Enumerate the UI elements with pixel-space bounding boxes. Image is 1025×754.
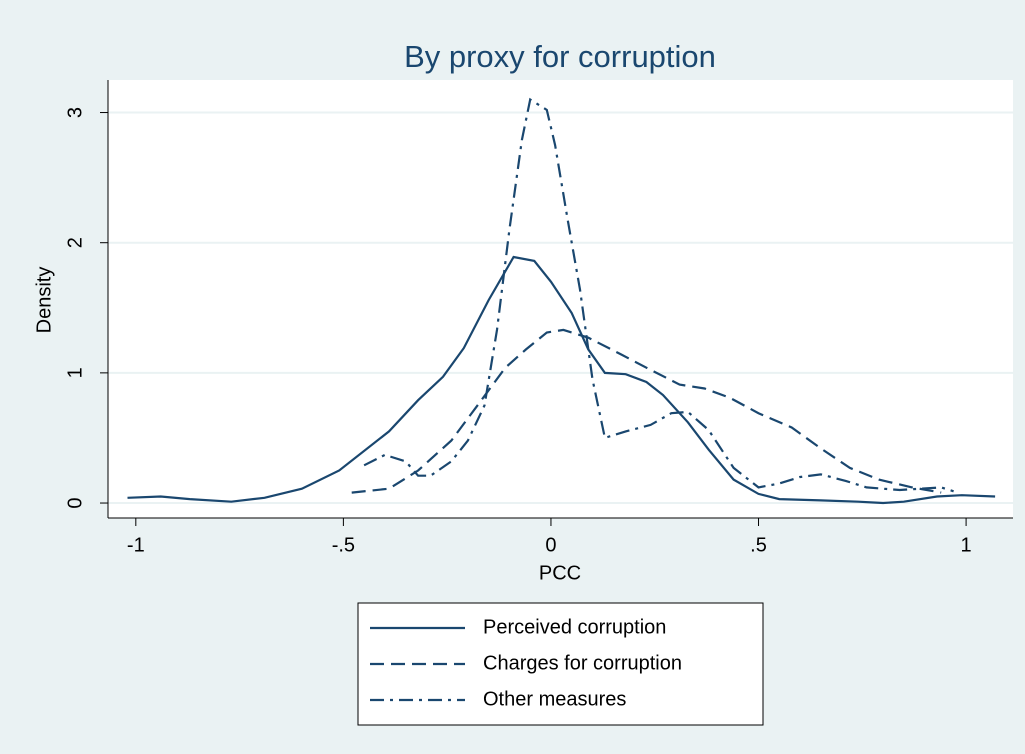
y-tick-label: 3 — [64, 107, 86, 118]
x-tick-label: .5 — [750, 534, 767, 556]
legend-label: Charges for corruption — [483, 652, 682, 674]
y-tick-label: 1 — [64, 367, 86, 378]
x-tick-label: 1 — [961, 534, 972, 556]
legend-label: Other measures — [483, 688, 626, 710]
series-line — [363, 97, 954, 493]
series-line — [127, 255, 996, 505]
x-tick-label: -1 — [127, 534, 145, 556]
chart-title: By proxy for corruption — [404, 39, 716, 74]
y-tick-label: 2 — [64, 237, 86, 248]
y-tick-label: 0 — [64, 497, 86, 508]
x-axis-label: PCC — [539, 562, 581, 584]
legend-label: Perceived corruption — [483, 616, 666, 638]
x-tick-label: -.5 — [332, 534, 355, 556]
plot-area — [108, 80, 1013, 518]
x-tick-label: 0 — [545, 534, 556, 556]
y-axis-label: Density — [33, 267, 55, 334]
